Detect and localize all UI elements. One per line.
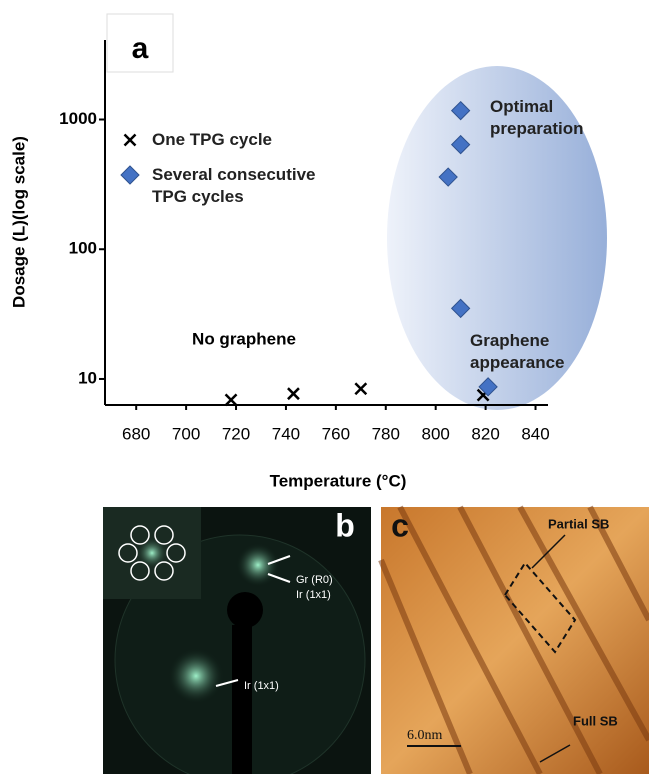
annotation: Graphene appearance bbox=[470, 331, 565, 372]
highlight-region bbox=[387, 66, 607, 410]
scale-label: 6.0nm bbox=[407, 728, 443, 743]
x-tick-label: 680 bbox=[122, 424, 150, 443]
image-label: Gr (R0) bbox=[296, 574, 333, 586]
y-tick-label: 100 bbox=[69, 239, 97, 258]
legend-marker bbox=[120, 165, 140, 185]
y-axis-label: Dosage (L)(log scale) bbox=[9, 136, 28, 308]
legend-entry: Several consecutive TPG cycles bbox=[152, 165, 316, 206]
arrow bbox=[539, 744, 571, 763]
annotation: Optimal preparation bbox=[490, 97, 584, 138]
arrow bbox=[531, 534, 566, 569]
selection-box bbox=[503, 561, 577, 654]
x-tick-label: 740 bbox=[272, 424, 300, 443]
y-tick-label: 1000 bbox=[59, 109, 97, 128]
shadow bbox=[232, 625, 252, 774]
image-label: Full SB bbox=[573, 713, 618, 728]
image-label: Ir (1x1) bbox=[296, 589, 331, 601]
point bbox=[354, 382, 368, 396]
legend-entry: One TPG cycle bbox=[152, 130, 272, 149]
spot bbox=[236, 543, 280, 587]
image-label: Partial SB bbox=[548, 516, 609, 531]
panel-c: c Partial SB Full SB 6.0nm bbox=[378, 505, 649, 776]
x-tick-label: 760 bbox=[322, 424, 350, 443]
point bbox=[438, 167, 458, 187]
panel-b: b Gr (R0) Ir (1x1) Ir (1x1) bbox=[103, 507, 371, 779]
x-tick-label: 840 bbox=[521, 424, 549, 443]
point bbox=[450, 298, 471, 319]
arrows bbox=[215, 555, 291, 687]
annotation-box: Optimal preparation bbox=[490, 97, 584, 138]
legend-label: One TPG cycle bbox=[152, 130, 272, 149]
x-axis-label: Temperature (°C) bbox=[270, 471, 407, 490]
x-tick-label: 720 bbox=[222, 424, 250, 443]
panel-label: a bbox=[132, 32, 149, 65]
legend-marker bbox=[123, 133, 137, 147]
x-tick-label: 780 bbox=[372, 424, 400, 443]
point bbox=[450, 100, 471, 121]
panel-label: b bbox=[335, 507, 355, 543]
spot bbox=[136, 537, 168, 569]
panel-label: c bbox=[391, 507, 409, 543]
legend-label: Several consecutive TPG cycles bbox=[152, 165, 316, 206]
label-box bbox=[106, 13, 174, 73]
shadow bbox=[227, 592, 263, 628]
point bbox=[224, 393, 238, 407]
point bbox=[450, 134, 471, 155]
x-tick-label: 800 bbox=[422, 424, 450, 443]
terraces bbox=[378, 505, 649, 776]
y-tick-label: 10 bbox=[78, 368, 97, 387]
point bbox=[287, 387, 300, 401]
annotation: No graphene bbox=[192, 329, 296, 348]
annotation-box: Graphene appearance bbox=[470, 331, 565, 372]
image-label: Ir (1x1) bbox=[244, 680, 279, 692]
point bbox=[478, 377, 498, 397]
x-tick-label: 820 bbox=[471, 424, 499, 443]
inset-rings bbox=[118, 525, 186, 581]
x-tick-label: 700 bbox=[172, 424, 200, 443]
spot bbox=[168, 648, 224, 704]
